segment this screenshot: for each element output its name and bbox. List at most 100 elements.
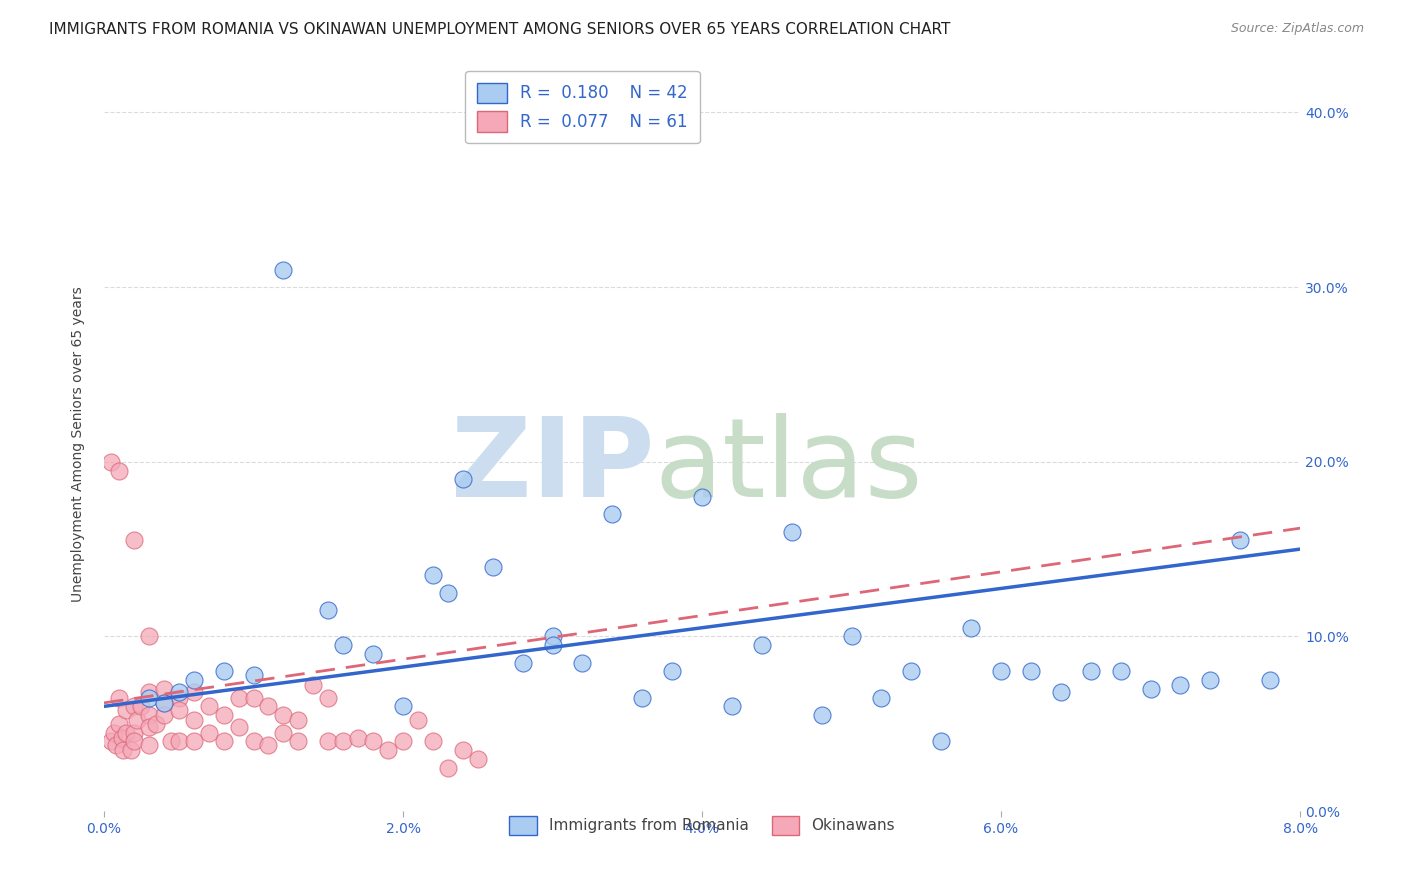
Point — [167, 703, 190, 717]
Point — [111, 731, 134, 745]
Point — [112, 743, 135, 757]
Point — [122, 533, 145, 548]
Y-axis label: Unemployment Among Seniors over 65 years: Unemployment Among Seniors over 65 years — [72, 286, 86, 602]
Point — [1080, 665, 1102, 679]
Point — [316, 690, 339, 705]
Point — [273, 262, 295, 277]
Point — [1139, 681, 1161, 696]
Text: ZIP: ZIP — [451, 413, 654, 520]
Point — [138, 685, 160, 699]
Point — [451, 743, 474, 757]
Point — [1199, 673, 1222, 688]
Legend: Immigrants from Romania, Okinawans: Immigrants from Romania, Okinawans — [501, 807, 904, 844]
Point — [960, 621, 983, 635]
Point — [183, 714, 205, 728]
Point — [690, 490, 713, 504]
Point — [228, 690, 250, 705]
Point — [870, 690, 893, 705]
Point — [392, 734, 415, 748]
Point — [138, 708, 160, 723]
Point — [167, 685, 190, 699]
Point — [242, 668, 264, 682]
Point — [481, 559, 503, 574]
Point — [571, 656, 593, 670]
Point — [512, 656, 534, 670]
Point — [131, 699, 153, 714]
Point — [437, 586, 460, 600]
Point — [242, 734, 264, 748]
Point — [422, 568, 444, 582]
Text: IMMIGRANTS FROM ROMANIA VS OKINAWAN UNEMPLOYMENT AMONG SENIORS OVER 65 YEARS COR: IMMIGRANTS FROM ROMANIA VS OKINAWAN UNEM… — [49, 22, 950, 37]
Point — [197, 699, 219, 714]
Point — [929, 734, 952, 748]
Point — [242, 690, 264, 705]
Point — [332, 734, 354, 748]
Point — [108, 716, 131, 731]
Point — [302, 678, 325, 692]
Point — [120, 743, 142, 757]
Point — [108, 690, 131, 705]
Point — [183, 673, 205, 688]
Point — [167, 690, 190, 705]
Point — [467, 752, 489, 766]
Point — [152, 708, 174, 723]
Point — [841, 630, 863, 644]
Point — [167, 734, 190, 748]
Point — [780, 524, 803, 539]
Point — [437, 760, 460, 774]
Point — [122, 734, 145, 748]
Point — [406, 714, 429, 728]
Point — [361, 647, 384, 661]
Point — [257, 738, 280, 752]
Point — [287, 734, 309, 748]
Point — [183, 685, 205, 699]
Point — [316, 734, 339, 748]
Point — [392, 699, 415, 714]
Point — [125, 714, 148, 728]
Point — [1050, 685, 1073, 699]
Point — [122, 725, 145, 739]
Point — [1229, 533, 1251, 548]
Point — [145, 716, 167, 731]
Point — [183, 734, 205, 748]
Point — [451, 472, 474, 486]
Point — [152, 696, 174, 710]
Point — [751, 638, 773, 652]
Point — [138, 738, 160, 752]
Point — [1109, 665, 1132, 679]
Point — [661, 665, 683, 679]
Point — [631, 690, 654, 705]
Point — [1170, 678, 1192, 692]
Point — [138, 690, 160, 705]
Point — [115, 725, 138, 739]
Point — [316, 603, 339, 617]
Point — [115, 703, 138, 717]
Point — [1258, 673, 1281, 688]
Point — [332, 638, 354, 652]
Point — [122, 699, 145, 714]
Point — [100, 734, 122, 748]
Point — [422, 734, 444, 748]
Text: Source: ZipAtlas.com: Source: ZipAtlas.com — [1230, 22, 1364, 36]
Point — [160, 734, 183, 748]
Point — [377, 743, 399, 757]
Point — [108, 463, 131, 477]
Point — [273, 725, 295, 739]
Point — [810, 708, 832, 723]
Point — [990, 665, 1012, 679]
Point — [212, 665, 235, 679]
Point — [138, 630, 160, 644]
Point — [104, 738, 127, 752]
Point — [212, 708, 235, 723]
Point — [100, 455, 122, 469]
Point — [257, 699, 280, 714]
Point — [212, 734, 235, 748]
Point — [721, 699, 744, 714]
Point — [541, 630, 564, 644]
Text: atlas: atlas — [654, 413, 922, 520]
Point — [228, 720, 250, 734]
Point — [361, 734, 384, 748]
Point — [1019, 665, 1042, 679]
Point — [900, 665, 922, 679]
Point — [103, 725, 125, 739]
